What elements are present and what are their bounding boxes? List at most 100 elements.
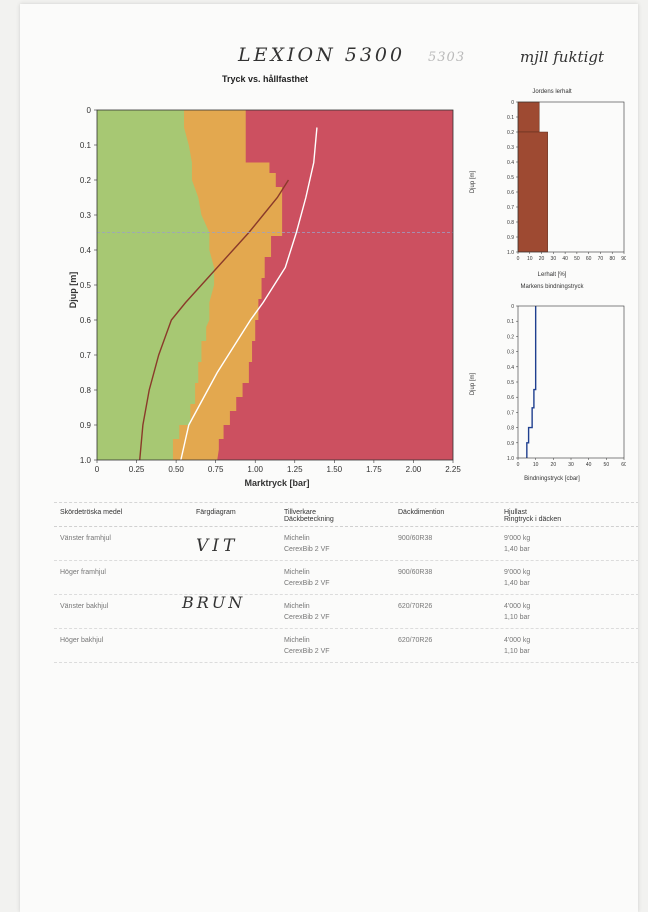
brown-pressure-line bbox=[139, 179, 290, 461]
main-x-axis-label: Marktryck [bar] bbox=[244, 478, 309, 488]
y-tick-label: 0 bbox=[511, 304, 514, 310]
y-tick-label: 0.4 bbox=[80, 246, 92, 255]
wheel-cell: Höger framhjul bbox=[60, 569, 106, 576]
tire-table: Skördetröska medel Färgdiagram Tillverka… bbox=[54, 502, 638, 663]
clay-bar bbox=[517, 131, 548, 253]
bind-plot-area: 0 10 20 30 40 50 60 0 0.1 0.2 0.3 0.4 0.5 0.6 0.7 0.8 0.… bbox=[507, 304, 626, 468]
main-axis-ticks: 0 0.25 0.50 0.75 1.00 1.25 1.50 1.75 2.00 2.25 0 0.… bbox=[80, 106, 461, 474]
wheel-cell: Vänster bakhjul bbox=[60, 603, 109, 610]
y-tick-label: 0 bbox=[511, 100, 514, 106]
x-tick-label: 30 bbox=[551, 256, 557, 262]
x-tick-label: 70 bbox=[598, 256, 604, 262]
header-cell: Hjullast Ringtryck i däcken bbox=[504, 509, 562, 523]
pressure-strength-chart: Tryck vs. hållfasthet 0 0.25 0.50 0.75 1.00 1… bbox=[68, 74, 461, 488]
color-cell bbox=[196, 567, 284, 589]
tire-cell: Michelin CerexBib 2 VF bbox=[284, 637, 330, 655]
handwritten-color-vit: VIT bbox=[196, 536, 239, 556]
y-tick-label: 1.0 bbox=[80, 456, 92, 465]
x-tick-label: 30 bbox=[568, 462, 574, 468]
y-tick-label: 1.0 bbox=[507, 456, 514, 462]
dimension-cell: 900/60R38 bbox=[398, 535, 433, 542]
y-tick-label: 0.6 bbox=[507, 395, 514, 401]
bind-y-axis-label: Djup [m] bbox=[470, 373, 476, 396]
load-cell: 9'000 kg 1,40 bar bbox=[504, 535, 531, 553]
load-cell: 9'000 kg 1,40 bar bbox=[504, 569, 531, 587]
x-tick-label: 1.00 bbox=[247, 465, 263, 474]
zone-green bbox=[97, 110, 215, 460]
y-tick-label: 0.8 bbox=[80, 386, 92, 395]
color-cell bbox=[196, 635, 284, 657]
y-tick-label: 0 bbox=[87, 106, 92, 115]
y-tick-label: 0.8 bbox=[507, 426, 514, 432]
y-tick-label: 0.7 bbox=[80, 351, 92, 360]
x-tick-label: 10 bbox=[533, 462, 539, 468]
x-tick-label: 10 bbox=[527, 256, 533, 262]
tire-cell: Michelin CerexBib 2 VF bbox=[284, 603, 330, 621]
y-tick-label: 0.5 bbox=[80, 281, 92, 290]
y-tick-label: 1.0 bbox=[507, 250, 514, 256]
y-tick-label: 0.2 bbox=[80, 176, 92, 185]
y-tick-label: 0.3 bbox=[80, 211, 92, 220]
y-tick-label: 0.7 bbox=[507, 205, 514, 211]
header-cell: Färgdiagram bbox=[196, 509, 236, 516]
white-pressure-line bbox=[180, 127, 318, 461]
main-plot-area bbox=[96, 109, 454, 461]
x-tick-label: 0 bbox=[517, 462, 520, 468]
tire-table-header: Skördetröska medel Färgdiagram Tillverka… bbox=[54, 502, 638, 527]
y-tick-label: 0.5 bbox=[507, 175, 514, 181]
y-tick-label: 0.8 bbox=[507, 220, 514, 226]
table-row: Vänster bakhjul Michelin CerexBib 2 VF 62… bbox=[54, 595, 638, 629]
x-tick-label: 60 bbox=[621, 462, 626, 468]
handwritten-color-brun: BRUN bbox=[182, 593, 246, 612]
y-tick-label: 0.6 bbox=[507, 190, 514, 196]
header-cell: Däckdimention bbox=[398, 509, 445, 516]
handwritten-model-name: LEXION 5300 bbox=[238, 44, 406, 66]
tire-cell: Michelin CerexBib 2 VF bbox=[284, 569, 330, 587]
wheel-cell: Vänster framhjul bbox=[60, 535, 111, 542]
header-cell: Tillverkare Däckbeteckning bbox=[284, 509, 334, 523]
x-tick-label: 0 bbox=[517, 256, 520, 262]
y-tick-label: 0.2 bbox=[507, 130, 514, 136]
handwritten-faint-model: 5303 bbox=[428, 50, 466, 65]
x-tick-label: 0.50 bbox=[168, 465, 184, 474]
bind-x-axis-label: Bindningstryck [cbar] bbox=[524, 476, 580, 482]
x-tick-label: 90 bbox=[621, 256, 626, 262]
y-tick-label: 0.1 bbox=[507, 115, 514, 121]
x-tick-label: 20 bbox=[539, 256, 545, 262]
y-tick-label: 0.2 bbox=[507, 334, 514, 340]
dimension-cell: 620/70R26 bbox=[398, 637, 433, 644]
plot-frame bbox=[517, 305, 625, 459]
tire-cell: Michelin CerexBib 2 VF bbox=[284, 535, 330, 553]
clay-bar bbox=[517, 101, 540, 133]
x-tick-label: 80 bbox=[609, 256, 615, 262]
wheel-cell: Höger bakhjul bbox=[60, 637, 104, 644]
y-tick-label: 0.9 bbox=[507, 235, 514, 241]
x-tick-label: 40 bbox=[562, 256, 568, 262]
main-y-axis-label: Djup [m] bbox=[68, 272, 78, 309]
x-tick-label: 60 bbox=[586, 256, 592, 262]
bind-chart-title: Markens bindningstryck bbox=[520, 284, 584, 290]
handwritten-note: mjll fuktigt bbox=[520, 48, 604, 66]
x-tick-label: 1.25 bbox=[287, 465, 303, 474]
dimension-cell: 620/70R26 bbox=[398, 603, 433, 610]
table-row: Höger bakhjul Michelin CerexBib 2 VF 620/… bbox=[54, 629, 638, 663]
x-tick-label: 0.75 bbox=[208, 465, 224, 474]
y-tick-label: 0.1 bbox=[507, 319, 514, 325]
scanned-page: LEXION 5300 5303 mjll fuktigt Tryck vs. … bbox=[20, 4, 638, 912]
y-tick-label: 0.3 bbox=[507, 350, 514, 356]
x-tick-label: 40 bbox=[586, 462, 592, 468]
x-tick-label: 0.25 bbox=[129, 465, 145, 474]
y-tick-label: 0.1 bbox=[80, 141, 92, 150]
x-tick-label: 50 bbox=[574, 256, 580, 262]
binding-pressure-line bbox=[526, 306, 537, 458]
x-tick-label: 50 bbox=[604, 462, 610, 468]
main-chart-title: Tryck vs. hållfasthet bbox=[222, 74, 308, 84]
x-tick-label: 20 bbox=[551, 462, 557, 468]
clay-y-axis-label: Djup [m] bbox=[470, 171, 476, 194]
clay-chart-title: Jordens lerhalt bbox=[532, 89, 572, 95]
load-cell: 4'000 kg 1,10 bar bbox=[504, 637, 531, 655]
clay-plot-area: 0 10 20 30 40 50 60 70 80 90 0 0.1 0.2 0.3 0.4 0.5 0.6 0.… bbox=[507, 100, 626, 262]
y-tick-label: 0.4 bbox=[507, 365, 514, 371]
x-tick-label: 2.25 bbox=[445, 465, 461, 474]
x-tick-label: 1.75 bbox=[366, 465, 382, 474]
